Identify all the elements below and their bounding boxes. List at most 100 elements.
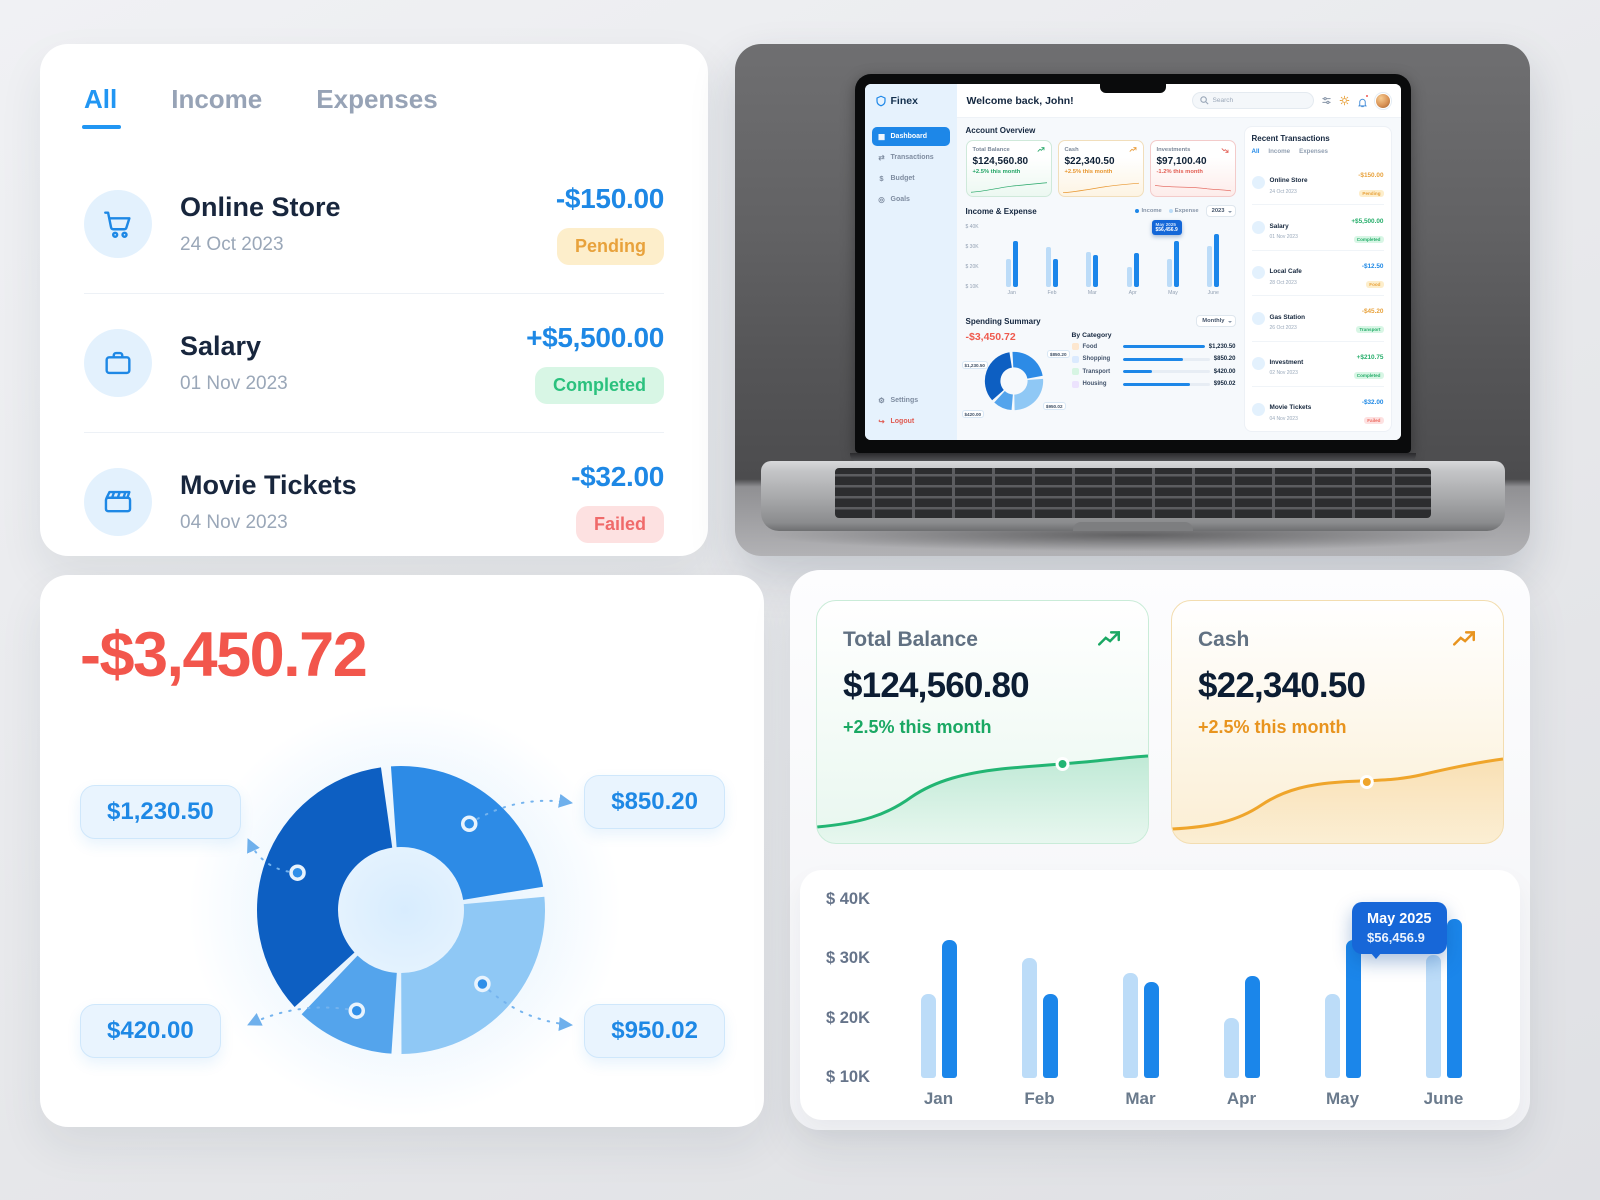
- year-select[interactable]: 2023: [1205, 205, 1236, 217]
- donut-callout-label: $850.20: [584, 775, 725, 829]
- laptop-base: [760, 461, 1505, 531]
- laptop-photo: Finex Welcome back, John! ▦: [735, 44, 1530, 556]
- legend-income: Income: [1135, 208, 1162, 214]
- transaction-date: 04 Nov 2023: [180, 512, 288, 533]
- rt-row[interactable]: Investment 02 Nov 2023 +$210.75 Completed: [1251, 342, 1384, 387]
- search-icon: [1199, 96, 1209, 105]
- stat-card-cash[interactable]: Cash $22,340.50 +2.5% this month: [1171, 600, 1504, 844]
- transaction-info: Online Store 24 Oct 2023: [180, 192, 341, 256]
- rt-row[interactable]: Online Store 24 Oct 2023 -$150.00 Pending: [1251, 160, 1384, 206]
- search-box[interactable]: [1191, 92, 1314, 109]
- spending-breakdown-card: -$3,450.72 $1,230.50 $850.20 $420.00 $95…: [40, 575, 764, 1127]
- donut-callout-label: $1,230.50: [80, 785, 241, 839]
- by-category-list: By Category Food $1,230.50 Shopping $850.2…: [1071, 331, 1236, 419]
- theme-sun-icon[interactable]: [1339, 95, 1350, 106]
- rt-tab-expenses[interactable]: Expenses: [1299, 148, 1328, 155]
- transaction-amount: -$32.00: [571, 461, 664, 492]
- transactions-icon: ⇄: [878, 153, 885, 162]
- sparkline-green: [970, 182, 1047, 193]
- spending-summary-section: Spending Summary Monthly -$3,450.72 $1,2…: [961, 315, 1236, 419]
- fuel-icon: [1251, 311, 1265, 325]
- mini-y-axis: $ 40K $ 30K $ 20K $ 10K: [965, 224, 979, 290]
- category-row: Housing $950.02: [1071, 380, 1236, 388]
- trend-up-icon: [1453, 631, 1475, 646]
- laptop-thumb-scoop: [1072, 522, 1193, 531]
- stat-label: Total Balance: [843, 628, 978, 651]
- greeting-text: Welcome back, John!: [966, 94, 1074, 107]
- laptop-hinge: [849, 453, 1416, 462]
- overview-card-cash[interactable]: Cash $22,340.50 +2.5% this month: [1057, 140, 1144, 197]
- clapperboard-icon: [84, 468, 152, 536]
- sidebar-item-transactions[interactable]: ⇄ Transactions: [878, 153, 934, 162]
- stat-value: $124,560.80: [843, 666, 1030, 705]
- mini-donut-label: $1,230.50: [961, 361, 988, 369]
- food-icon: [1071, 343, 1079, 350]
- tab-expenses[interactable]: Expenses: [316, 84, 438, 114]
- transactions-card: All Income Expenses Online Store 24 Oct …: [40, 44, 708, 556]
- chart-tooltip: May 2025 $56,456.9: [1352, 902, 1447, 959]
- period-select[interactable]: Monthly: [1196, 315, 1236, 327]
- overview-card-total-balance[interactable]: Total Balance $124,560.80 +2.5% this mon…: [965, 140, 1052, 197]
- bell-icon[interactable]: [1357, 94, 1369, 108]
- rt-row[interactable]: Movie Tickets 04 Nov 2023 -$32.00 Failed: [1251, 387, 1384, 431]
- sliders-icon[interactable]: [1321, 95, 1332, 106]
- overview-card-investments[interactable]: Investments $97,100.40 -1.2% this month: [1149, 140, 1236, 197]
- section-title-account-overview: Account Overview: [965, 126, 1036, 135]
- laptop-screen: Finex Welcome back, John! ▦: [864, 84, 1401, 440]
- spending-total: -$3,450.72: [80, 620, 368, 690]
- mini-bars: Jan Feb Mar Apr May June: [992, 227, 1234, 296]
- avatar[interactable]: [1374, 92, 1391, 109]
- transaction-row[interactable]: Online Store 24 Oct 2023 -$150.00 Pendin…: [84, 155, 664, 294]
- sidebar-item-dashboard[interactable]: ▦ Dashboard: [871, 127, 950, 146]
- transaction-date: 01 Nov 2023: [180, 373, 288, 394]
- sidebar-item-budget[interactable]: $ Budget: [879, 174, 915, 183]
- stat-change: +2.5% this month: [843, 717, 992, 737]
- settings-gear-icon: ⚙: [878, 396, 885, 405]
- sidebar-item-settings[interactable]: ⚙ Settings: [878, 396, 919, 405]
- notification-dot: [1364, 94, 1369, 98]
- area-chart-green: [817, 754, 1148, 843]
- sidebar: ▦ Dashboard ⇄ Transactions $ Budget ◎ Go…: [864, 118, 957, 440]
- stat-change: +2.5% this month: [1198, 717, 1347, 737]
- transaction-amount: -$150.00: [555, 183, 664, 214]
- rt-tab-income[interactable]: Income: [1268, 148, 1291, 155]
- sparkline-orange: [1062, 182, 1139, 194]
- tab-income[interactable]: Income: [171, 84, 263, 114]
- sidebar-item-logout[interactable]: ↪ Logout: [878, 417, 915, 426]
- dashboard-icon: ▦: [877, 132, 886, 141]
- transaction-amount: +$5,500.00: [526, 322, 664, 353]
- finex-logo: Finex: [864, 84, 957, 118]
- shopping-icon: [1071, 355, 1079, 363]
- goals-icon: ◎: [878, 195, 885, 204]
- screen-header: Welcome back, John!: [956, 84, 1401, 118]
- y-axis-labels: $ 40K $ 30K $ 20K $ 10K: [826, 890, 871, 1086]
- transaction-row[interactable]: Salary 01 Nov 2023 +$5,500.00 Completed: [84, 294, 664, 433]
- stat-card-total-balance[interactable]: Total Balance $124,560.80 +2.5% this mon…: [816, 600, 1149, 844]
- rt-row[interactable]: Salary 01 Nov 2023 +$5,500.00 Completed: [1251, 205, 1384, 251]
- monthly-bar-chart-card: $ 40K $ 30K $ 20K $ 10K Jan Feb Mar Apr May June…: [800, 870, 1520, 1120]
- coffee-icon: [1251, 266, 1265, 280]
- section-title-by-category: By Category: [1071, 332, 1112, 339]
- section-title-income-expense: Income & Expense: [965, 206, 1037, 216]
- donut-chart: [247, 766, 573, 1054]
- status-badge: Failed: [575, 506, 664, 543]
- chart-icon: [1251, 357, 1265, 371]
- transport-icon: [1071, 368, 1079, 375]
- brand-name: Finex: [890, 95, 918, 107]
- rt-tab-all[interactable]: All: [1251, 148, 1260, 155]
- sparkline-red: [1154, 184, 1231, 192]
- status-badge: Completed: [534, 367, 664, 404]
- rt-row[interactable]: Local Cafe 28 Oct 2023 -$12.50 Food: [1251, 251, 1384, 297]
- mini-tooltip: May 2025 $56,456.9: [1151, 220, 1182, 235]
- screen-main: Account Overview Total Balance $124,560.…: [956, 118, 1401, 440]
- laptop-keyboard: [834, 468, 1431, 518]
- rt-row[interactable]: Gas Station 26 Oct 2023 -$45.20 Transport: [1251, 296, 1384, 342]
- cart-icon: [84, 190, 152, 258]
- search-input[interactable]: [1212, 97, 1307, 104]
- sidebar-item-goals[interactable]: ◎ Goals: [878, 195, 910, 204]
- transaction-row[interactable]: Movie Tickets 04 Nov 2023 -$32.00 Failed: [84, 433, 664, 571]
- laptop-lid: Finex Welcome back, John! ▦: [854, 74, 1411, 453]
- housing-icon: [1071, 380, 1079, 388]
- tab-all[interactable]: All: [81, 84, 122, 129]
- area-chart-orange: [1172, 757, 1503, 843]
